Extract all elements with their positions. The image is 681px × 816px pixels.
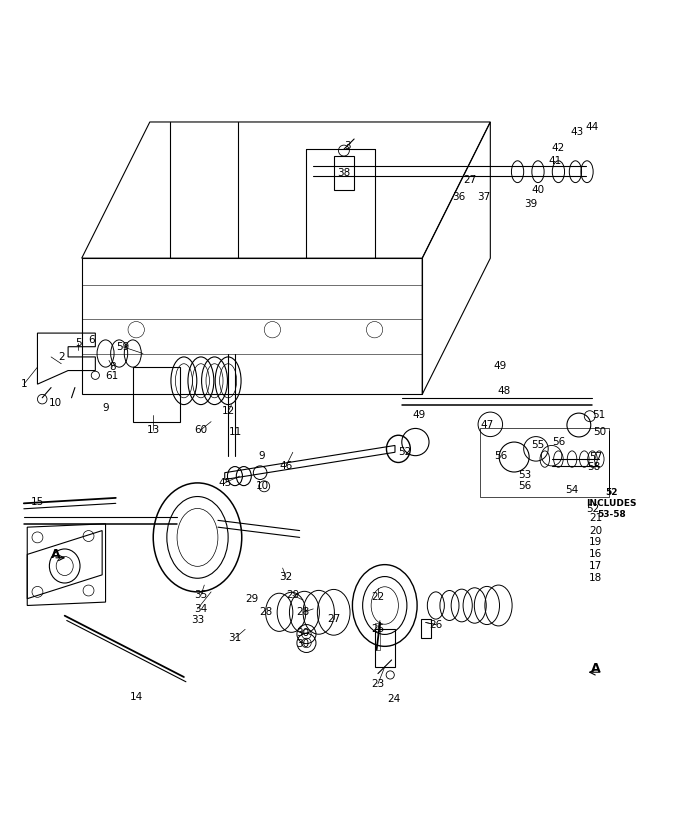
Text: 52: 52 (398, 447, 412, 457)
Text: 12: 12 (221, 406, 235, 416)
Text: 24: 24 (387, 694, 400, 703)
Text: 54: 54 (565, 485, 579, 494)
Text: 29: 29 (286, 590, 300, 601)
Text: 40: 40 (531, 185, 545, 195)
Text: 30: 30 (296, 639, 310, 650)
Text: 6: 6 (89, 335, 95, 345)
Text: 21: 21 (589, 513, 603, 523)
Text: 56: 56 (518, 481, 531, 491)
Text: 42: 42 (552, 143, 565, 153)
Text: 55: 55 (531, 441, 545, 450)
Text: 5: 5 (75, 339, 82, 348)
Text: 10: 10 (255, 481, 269, 491)
Text: 20: 20 (589, 526, 603, 535)
Bar (375, 629, 395, 667)
Bar (334, 156, 354, 190)
Text: 25: 25 (371, 624, 385, 634)
Text: 2: 2 (58, 352, 65, 362)
Text: 52
INCLUDES
53-58: 52 INCLUDES 53-58 (586, 488, 637, 519)
Text: 57: 57 (589, 452, 603, 462)
Text: 36: 36 (452, 192, 465, 202)
Text: 45: 45 (218, 478, 232, 488)
Text: 15: 15 (31, 497, 44, 507)
Text: 39: 39 (524, 199, 538, 209)
Text: 18: 18 (589, 574, 603, 583)
Text: 17: 17 (589, 561, 603, 571)
Text: 60: 60 (194, 425, 208, 435)
Text: 27: 27 (463, 175, 477, 185)
Bar (375, 623, 380, 650)
Text: 19: 19 (589, 537, 603, 548)
Text: 41: 41 (548, 157, 562, 166)
Text: 32: 32 (279, 572, 293, 582)
Text: 43: 43 (571, 127, 584, 137)
Text: 48: 48 (497, 386, 511, 396)
Bar (421, 619, 431, 638)
Text: 44: 44 (586, 122, 599, 132)
Text: 23: 23 (371, 679, 385, 689)
Text: 46: 46 (279, 461, 293, 471)
Text: A: A (51, 548, 61, 561)
Text: 11: 11 (228, 427, 242, 437)
Text: 35: 35 (194, 590, 208, 601)
Text: 59: 59 (116, 342, 129, 352)
Text: 9: 9 (102, 403, 109, 413)
Text: 13: 13 (146, 425, 160, 435)
Text: 49: 49 (412, 410, 426, 419)
Text: 10: 10 (49, 397, 63, 407)
Text: 53: 53 (518, 470, 531, 480)
Text: 56: 56 (494, 450, 507, 461)
Text: 27: 27 (327, 614, 340, 624)
Text: 26: 26 (429, 619, 443, 630)
Text: 56: 56 (552, 437, 565, 447)
Text: 38: 38 (337, 168, 351, 178)
Text: 28: 28 (259, 607, 272, 617)
Text: 51: 51 (592, 410, 606, 419)
Text: 37: 37 (477, 192, 490, 202)
Text: 1: 1 (20, 379, 27, 389)
Text: 30: 30 (296, 628, 310, 638)
Text: 34: 34 (194, 604, 208, 614)
Text: 31: 31 (228, 633, 242, 643)
Text: 29: 29 (245, 594, 259, 604)
Text: 61: 61 (106, 371, 119, 381)
Text: 47: 47 (480, 420, 494, 430)
Text: 58: 58 (587, 462, 601, 472)
Text: 50: 50 (592, 427, 606, 437)
Text: 16: 16 (589, 549, 603, 560)
Text: 8: 8 (109, 362, 116, 372)
Text: 3: 3 (344, 141, 351, 151)
Text: 49: 49 (494, 361, 507, 370)
Text: 14: 14 (129, 693, 143, 703)
Text: 22: 22 (371, 592, 385, 601)
Text: 33: 33 (191, 615, 204, 626)
Text: 28: 28 (296, 607, 310, 617)
Text: A: A (591, 663, 601, 675)
Text: 9: 9 (259, 450, 266, 461)
Text: 52: 52 (586, 503, 599, 514)
